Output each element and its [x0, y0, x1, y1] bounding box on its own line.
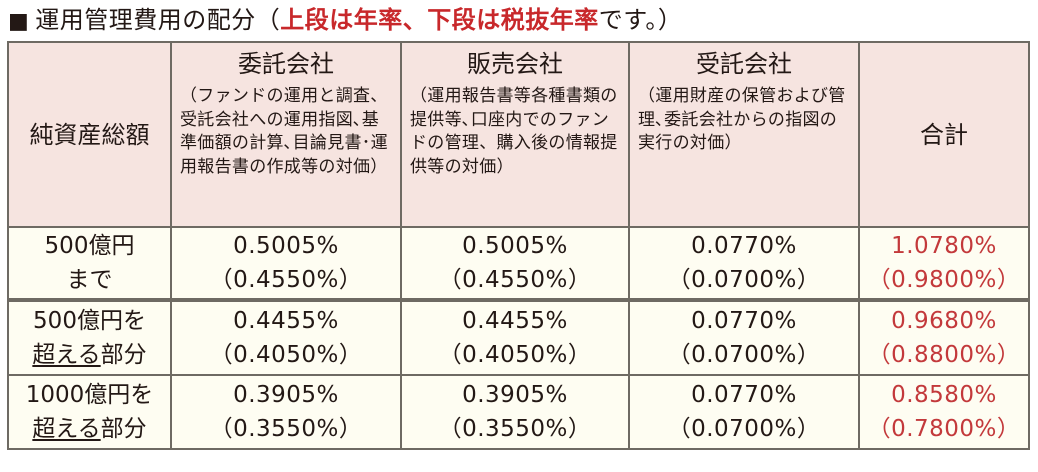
annual-rate: 1.0780% [891, 233, 997, 259]
ex-tax-rate: （0.0700%） [667, 267, 821, 293]
row-label-line1: 500億円 [44, 233, 135, 259]
page-title: ■ 運用管理費用の配分（上段は年率、下段は税抜年率です。） [8, 4, 682, 38]
trustee-fee: 0.0770% （0.0700%） [628, 374, 860, 450]
row-label-line2: 超える部分 [9, 338, 170, 372]
annual-rate: 0.0770% [691, 233, 797, 259]
total-fee: 0.9680% （0.8800%） [858, 300, 1030, 376]
distributor-fee: 0.4455% （0.4050%） [400, 300, 630, 376]
table-row: 500億円 まで 0.5005% （0.4550%） 0.5005% （0.4550… [7, 226, 1030, 300]
header-net-assets: 純資産総額 [7, 41, 172, 228]
title-highlight: 上段は年率、下段は税抜年率 [280, 6, 599, 34]
row-label-rest: 部分 [100, 416, 147, 442]
header-distributor-name: 販売会社 [467, 50, 563, 78]
header-trustee-desc: （運用財産の保管および管理､委託会社からの指図の実行の対価） [638, 86, 846, 153]
annual-rate: 0.3905% [233, 382, 339, 408]
annual-rate: 0.5005% [233, 233, 339, 259]
consignor-fee: 0.5005% （0.4550%） [170, 226, 402, 300]
annual-rate: 0.5005% [462, 233, 568, 259]
table-row: 1000億円を 超える部分 0.3905% （0.3550%） 0.3905% （0… [7, 374, 1030, 450]
annual-rate: 0.4455% [233, 308, 339, 334]
ex-tax-rate: （0.0700%） [667, 342, 821, 368]
title-prefix: 運用管理費用の配分（ [35, 6, 281, 34]
total-fee: 0.8580% （0.7800%） [858, 374, 1030, 450]
title-suffix: です。） [598, 6, 683, 34]
annual-rate: 0.0770% [691, 308, 797, 334]
ex-tax-rate: （0.0700%） [667, 416, 821, 442]
double-rule-divider [7, 298, 1030, 301]
row-label-underlined: 超える [32, 416, 101, 442]
trustee-fee: 0.0770% （0.0700%） [628, 226, 860, 300]
row-label: 1000億円を 超える部分 [7, 374, 172, 450]
ex-tax-rate: （0.3550%） [438, 416, 592, 442]
square-bullet-icon: ■ [8, 9, 30, 34]
row-label-line2: 超える部分 [9, 412, 170, 446]
header-trustee: 受託会社 （運用財産の保管および管理､委託会社からの指図の実行の対価） [628, 41, 860, 228]
distributor-fee: 0.3905% （0.3550%） [400, 374, 630, 450]
fee-allocation-table: 純資産総額 委託会社 （ファンドの運用と調査、受託会社への運用指図､基準価額の計… [7, 41, 1030, 450]
ex-tax-rate: （0.8800%） [867, 342, 1021, 368]
annual-rate: 0.3905% [462, 382, 568, 408]
header-distributor-desc: （運用報告書等各種書類の提供等､口座内でのファンドの管理、購入後の情報提供等の対… [410, 86, 618, 177]
ex-tax-rate: （0.7800%） [867, 416, 1021, 442]
header-row: 純資産総額 委託会社 （ファンドの運用と調査、受託会社への運用指図､基準価額の計… [7, 41, 1030, 228]
header-distributor: 販売会社 （運用報告書等各種書類の提供等､口座内でのファンドの管理、購入後の情報… [400, 41, 630, 228]
header-consignor-desc: （ファンドの運用と調査、受託会社への運用指図､基準価額の計算､目論見書･運用報告… [180, 86, 388, 177]
row-label: 500億円を 超える部分 [7, 300, 172, 376]
distributor-fee: 0.5005% （0.4550%） [400, 226, 630, 300]
ex-tax-rate: （0.9800%） [867, 267, 1021, 293]
ex-tax-rate: （0.4550%） [209, 267, 363, 293]
total-fee: 1.0780% （0.9800%） [858, 226, 1030, 300]
annual-rate: 0.9680% [891, 308, 997, 334]
row-label-line1: 500億円を [33, 308, 146, 334]
trustee-fee: 0.0770% （0.0700%） [628, 300, 860, 376]
row-label-rest: まで [66, 267, 113, 293]
row-label: 500億円 まで [7, 226, 172, 300]
row-label-line1: 1000億円を [25, 382, 154, 408]
header-trustee-name: 受託会社 [696, 50, 792, 78]
header-consignor-name: 委託会社 [238, 50, 334, 78]
row-label-line2: まで [9, 263, 170, 297]
header-total: 合計 [858, 41, 1030, 228]
annual-rate: 0.0770% [691, 382, 797, 408]
ex-tax-rate: （0.4050%） [438, 342, 592, 368]
ex-tax-rate: （0.4550%） [438, 267, 592, 293]
row-label-rest: 部分 [100, 342, 147, 368]
annual-rate: 0.4455% [462, 308, 568, 334]
annual-rate: 0.8580% [891, 382, 997, 408]
ex-tax-rate: （0.3550%） [209, 416, 363, 442]
consignor-fee: 0.4455% （0.4050%） [170, 300, 402, 376]
row-label-underlined: 超える [32, 342, 101, 368]
table-row: 500億円を 超える部分 0.4455% （0.4050%） 0.4455% （0.… [7, 300, 1030, 376]
ex-tax-rate: （0.4050%） [209, 342, 363, 368]
header-consignor: 委託会社 （ファンドの運用と調査、受託会社への運用指図､基準価額の計算､目論見書… [170, 41, 402, 228]
consignor-fee: 0.3905% （0.3550%） [170, 374, 402, 450]
